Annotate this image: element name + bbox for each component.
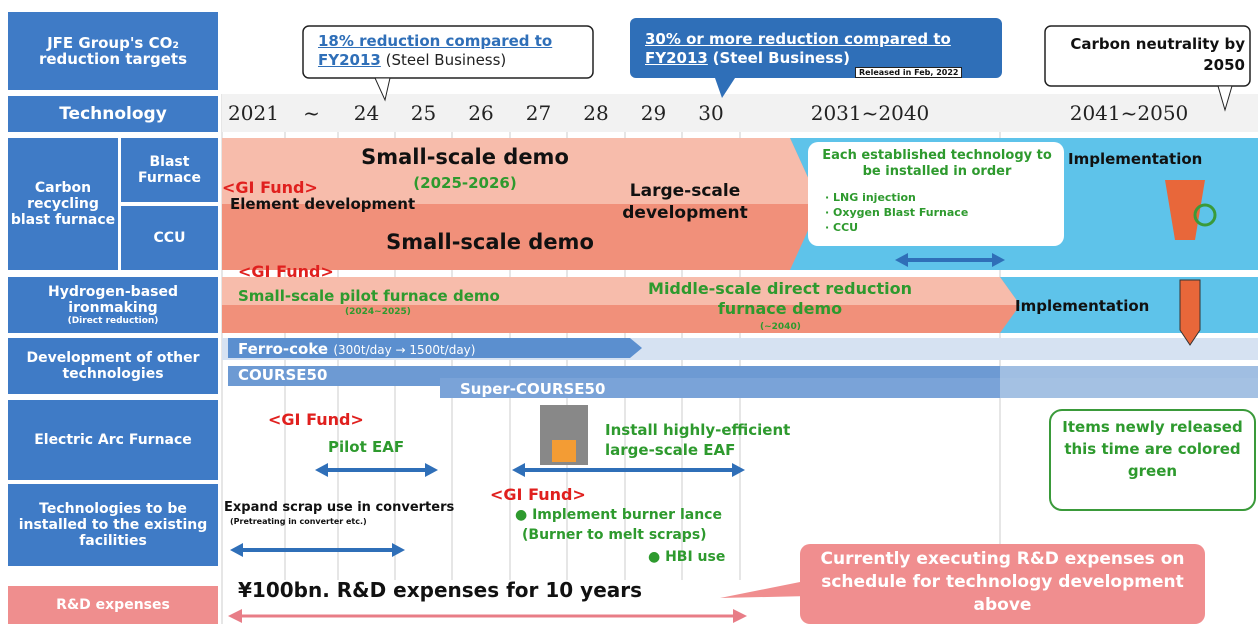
row-header: Carbon recycling blast furnace: [8, 138, 118, 270]
phase: Pilot EAF: [328, 438, 404, 456]
phase: Implementation: [1015, 297, 1149, 315]
phase: Implementation: [1068, 150, 1202, 168]
roadmap: JFE Group's CO₂ reduction targets Techno…: [0, 0, 1258, 624]
phase: Element development: [230, 195, 415, 213]
row-header: R&D expenses: [8, 586, 218, 624]
year: 29: [625, 96, 682, 130]
phase-years: (2025-2026): [380, 174, 550, 192]
phase: (Burner to melt scraps): [522, 527, 707, 543]
row-header: Development of other technologies: [8, 338, 218, 394]
note: Items newly released this time are color…: [1060, 416, 1245, 482]
row-header: Technologies to be installed to the exis…: [8, 484, 218, 566]
released-note: Released in Feb, 2022: [855, 67, 962, 78]
row-header: JFE Group's CO₂ reduction targets: [8, 12, 218, 90]
phase: Large-scale development: [605, 180, 765, 224]
phase: Small-scale pilot furnace demo: [238, 287, 500, 305]
phase: Install highly-efficient large-scale EAF: [605, 420, 845, 460]
year: 25: [395, 96, 452, 130]
row-header: Hydrogen-based ironmaking(Direct reducti…: [8, 277, 218, 333]
label: Hydrogen-based ironmaking: [8, 284, 218, 316]
label: (Direct reduction): [68, 316, 159, 326]
phase: Ferro-coke (300t/day → 1500t/day): [238, 340, 475, 358]
row-header: Blast Furnace: [121, 138, 218, 202]
callout: 18% reduction compared to FY2013 (Steel …: [318, 32, 588, 70]
row-header: Technology: [8, 96, 218, 132]
year: 24: [338, 96, 395, 130]
phase: Super-COURSE50: [460, 380, 605, 398]
list-item: · LNG injection: [825, 190, 968, 205]
label: (300t/day → 1500t/day): [333, 343, 475, 357]
row-header: CCU: [121, 206, 218, 270]
note: Each established technology to be instal…: [812, 148, 1062, 180]
phase-years: (~2040): [760, 322, 801, 332]
phase: COURSE50: [238, 366, 327, 384]
gi-fund: <GI Fund>: [238, 262, 334, 281]
phase: Small-scale demo: [350, 230, 630, 254]
list-item: · Oxygen Blast Furnace: [825, 205, 968, 220]
year: 26: [452, 96, 510, 130]
gi-fund: <GI Fund>: [490, 485, 586, 504]
callout-note: (Steel Business): [386, 51, 507, 69]
list: · LNG injection· Oxygen Blast Furnace· C…: [825, 190, 968, 235]
row-header: Electric Arc Furnace: [8, 400, 218, 480]
phase: ● HBI use: [648, 549, 725, 565]
phase: Middle-scale direct reduction furnace de…: [620, 279, 940, 319]
phase: ● Implement burner lance: [515, 507, 722, 523]
phase: Small-scale demo: [330, 145, 600, 169]
year: 2041~2050: [1000, 96, 1258, 130]
rd-amount: ¥100bn. R&D expenses for 10 years: [238, 578, 642, 602]
callout-note: (Steel Business): [713, 49, 850, 67]
gi-fund: <GI Fund>: [268, 410, 364, 429]
label: Ferro-coke: [238, 340, 328, 358]
year: 30: [682, 96, 740, 130]
year: 27: [510, 96, 567, 130]
phase-years: (2024~2025): [345, 307, 411, 317]
year: 28: [567, 96, 625, 130]
list-item: · CCU: [825, 220, 968, 235]
phase: Expand scrap use in converters: [224, 500, 454, 515]
year: 2021: [222, 96, 285, 130]
phase-note: (Pretreating in converter etc.): [230, 517, 367, 526]
year: ~: [285, 96, 338, 130]
callout: 30% or more reduction compared to FY2013…: [645, 30, 995, 68]
rd-callout: Currently executing R&D expenses on sche…: [805, 548, 1200, 617]
year: 2031~2040: [740, 96, 1000, 130]
callout: Carbon neutrality by 2050: [1055, 34, 1245, 76]
